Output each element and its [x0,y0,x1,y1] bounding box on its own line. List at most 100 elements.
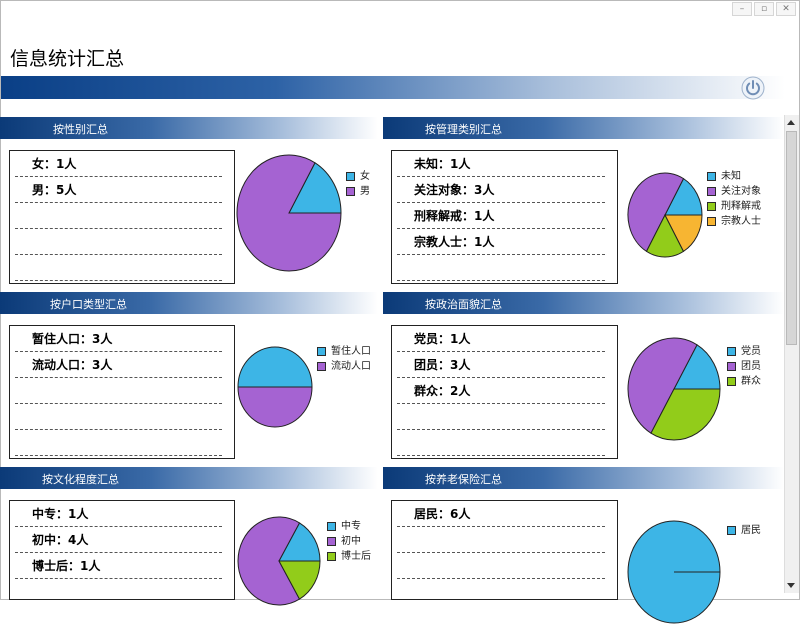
list-item [397,527,605,553]
legend-label: 宗教人士 [721,216,761,227]
list-item: 初中：4人 [15,527,222,553]
legend-label: 关注对象 [721,186,761,197]
list-item: 暂住人口：3人 [15,326,222,352]
list-item: 女：1人 [15,151,222,177]
summary-list: 女：1人 男：5人 [9,150,235,284]
list-item [15,203,222,229]
list-item: 流动人口：3人 [15,352,222,378]
pie-slice [278,522,321,562]
section-title: 按文化程度汇总 [42,473,119,486]
pie-slice [627,172,685,253]
legend-label: 博士后 [341,551,371,562]
list-item [15,229,222,255]
power-icon[interactable] [741,76,765,100]
legend-label: 初中 [341,536,361,547]
minimize-button[interactable]: – [732,2,752,16]
section-header: 按性别汇总 [0,117,378,139]
legend-swatch [707,187,716,196]
section-title: 按管理类别汇总 [425,123,502,136]
pie-slice [664,177,703,216]
section-title: 按户口类型汇总 [50,298,127,311]
scrollbar-thumb[interactable] [786,131,797,345]
pie-slice [664,214,703,253]
legend-swatch [346,187,355,196]
list-item: 关注对象：3人 [397,177,605,203]
list-item: 男：5人 [15,177,222,203]
pie-chart [627,520,721,624]
section-header: 按养老保险汇总 [383,467,784,489]
list-item [15,378,222,404]
page-title: 信息统计汇总 [10,48,125,70]
list-item [15,404,222,430]
section-gender: 按性别汇总 女：1人 男：5人 女男 [0,117,378,287]
legend-label: 党员 [741,346,761,357]
pie-slice [236,154,342,272]
legend-label: 居民 [741,525,761,536]
section-education: 按文化程度汇总 中专：1人 初中：4人 博士后：1人 中专 初中 博士后 [0,467,378,606]
legend-label: 男 [360,186,370,197]
section-pension: 按养老保险汇总 居民：6人 居民 [383,467,784,624]
list-item [15,430,222,456]
pie-slice [645,213,685,258]
section-title: 按性别汇总 [53,123,108,136]
legend-label: 流动人口 [331,361,371,372]
scroll-up-icon[interactable] [787,120,795,125]
header-bar [1,76,785,99]
pie-slice [288,162,342,214]
legend-label: 女 [360,171,370,182]
close-button[interactable]: ✕ [776,2,796,16]
pie-slice [627,337,698,434]
summary-list: 党员：1人 团员：3人 群众：2人 [391,325,618,459]
legend-swatch [327,537,336,546]
legend-swatch [707,217,716,226]
summary-list: 未知：1人 关注对象：3人 刑释解戒：1人 宗教人士：1人 [391,150,618,284]
pie-slice [673,344,721,390]
legend-swatch [317,362,326,371]
summary-list: 居民：6人 [391,500,618,600]
legend-swatch [327,522,336,531]
pie-slice [237,346,313,388]
pie-chart [236,154,342,272]
list-item [397,553,605,579]
legend-swatch [727,377,736,386]
pie-slice [650,388,721,441]
list-item [397,430,605,456]
legend-swatch [727,347,736,356]
legend-label: 未知 [721,171,741,182]
list-item: 群众：2人 [397,378,605,404]
legend-swatch [727,526,736,535]
legend-label: 暂住人口 [331,346,371,357]
list-item: 中专：1人 [15,501,222,527]
legend-label: 群众 [741,376,761,387]
summary-list: 中专：1人 初中：4人 博士后：1人 [9,500,235,600]
section-header: 按管理类别汇总 [383,117,784,139]
list-item: 团员：3人 [397,352,605,378]
legend-swatch [707,172,716,181]
pie-chart [237,516,321,606]
list-item [397,255,605,281]
legend-swatch [346,172,355,181]
legend-swatch [327,552,336,561]
pie-slice [237,386,313,428]
list-item: 宗教人士：1人 [397,229,605,255]
section-header: 按文化程度汇总 [0,467,378,489]
legend-label: 团员 [741,361,761,372]
window-controls: – ▫ ✕ [732,2,796,16]
scroll-down-icon[interactable] [787,583,795,588]
section-header: 按户口类型汇总 [0,292,378,314]
list-item: 未知：1人 [397,151,605,177]
vertical-scrollbar[interactable] [784,115,799,593]
list-item: 刑释解戒：1人 [397,203,605,229]
list-item: 党员：1人 [397,326,605,352]
legend-swatch [727,362,736,371]
list-item: 居民：6人 [397,501,605,527]
section-household: 按户口类型汇总 暂住人口：3人 流动人口：3人 暂住人口流动人口 [0,292,378,462]
summary-list: 暂住人口：3人 流动人口：3人 [9,325,235,459]
section-political: 按政治面貌汇总 党员：1人 团员：3人 群众：2人 党员团员群众 [383,292,784,462]
pie-chart [627,337,721,441]
pie-slice [278,560,321,600]
legend-swatch [317,347,326,356]
section-title: 按政治面貌汇总 [425,298,502,311]
legend-label: 刑释解戒 [721,201,761,212]
maximize-button[interactable]: ▫ [754,2,774,16]
